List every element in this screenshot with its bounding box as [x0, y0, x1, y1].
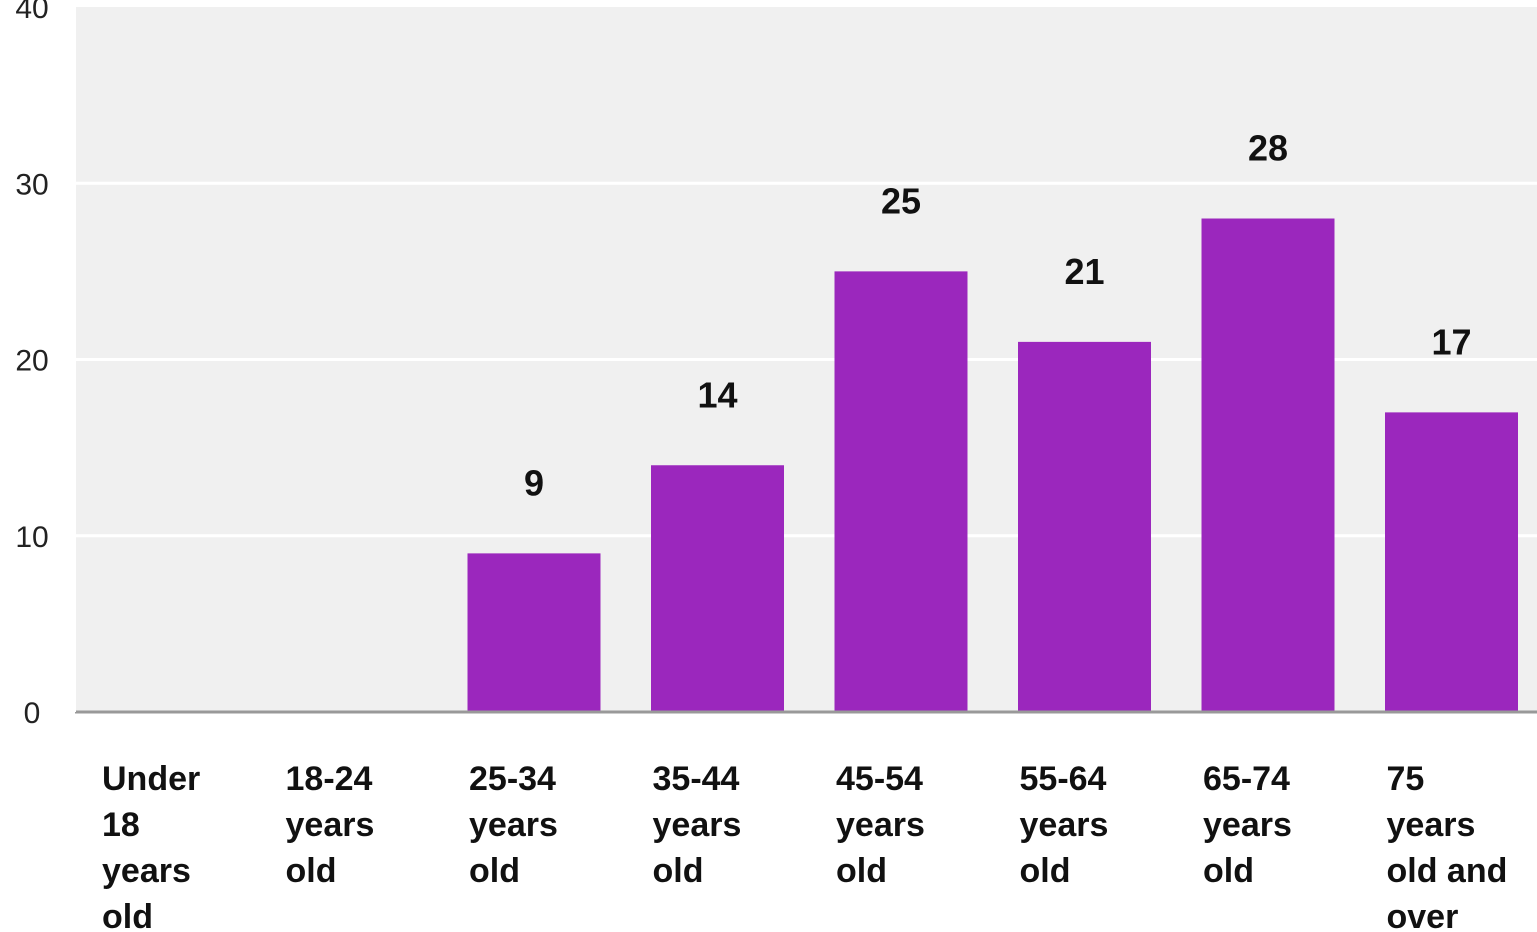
y-tick-label: 10: [15, 521, 48, 554]
category-label: 55-64 years old: [1020, 760, 1109, 890]
category-label-line: 18-24: [286, 760, 373, 798]
category-label-line: old: [836, 852, 887, 890]
category-label-line: old: [1203, 852, 1254, 890]
bar: [651, 465, 784, 712]
category-label: 35-44 years old: [653, 760, 742, 890]
bar: [1018, 341, 1151, 712]
y-tick-label: 40: [15, 0, 48, 25]
data-label: 21: [1064, 251, 1104, 292]
category-label: 65-74 years old: [1203, 760, 1292, 890]
category-label-line: years: [836, 806, 925, 844]
data-labels: 9 14 25 21 28 17: [524, 128, 1472, 504]
category-label: 45-54 years old: [836, 760, 925, 890]
category-label-line: old and: [1387, 852, 1508, 890]
category-label: 18-24 years old: [286, 760, 375, 890]
category-label-line: years: [286, 806, 375, 844]
category-label-line: years: [1387, 806, 1476, 844]
category-label-line: years: [1203, 806, 1292, 844]
y-tick-label: 0: [24, 697, 41, 730]
category-label-line: 75: [1387, 760, 1425, 798]
bar: [1385, 412, 1518, 712]
y-tick-label: 20: [15, 345, 48, 378]
category-label-line: years: [653, 806, 742, 844]
category-label-line: old: [1020, 852, 1071, 890]
data-label: 17: [1431, 321, 1471, 362]
category-label-line: years: [102, 852, 191, 890]
bar: [1201, 218, 1335, 712]
category-label-line: years: [1020, 806, 1109, 844]
category-label-line: over: [1387, 898, 1459, 932]
category-label-line: 18: [102, 806, 140, 844]
bars: [467, 218, 1518, 712]
category-label-line: old: [653, 852, 704, 890]
category-label-line: 65-74: [1203, 760, 1290, 798]
category-label-line: years: [469, 806, 558, 844]
category-label-line: 55-64: [1020, 760, 1107, 798]
data-label: 25: [881, 180, 921, 221]
category-label-line: 45-54: [836, 760, 923, 798]
data-label: 9: [524, 462, 544, 503]
category-label-line: old: [469, 852, 520, 890]
category-label: 25-34 years old: [469, 760, 558, 890]
y-tick-label: 30: [15, 168, 48, 201]
category-label: Under 18 years old: [102, 760, 200, 932]
category-label-line: old: [286, 852, 337, 890]
category-label-line: Under: [102, 760, 200, 798]
bar: [467, 553, 601, 712]
bar: [834, 271, 968, 712]
category-label: 75 years old and over: [1387, 760, 1508, 932]
y-tick-labels: 0 10 20 30 40: [15, 0, 48, 730]
category-label-line: old: [102, 898, 153, 932]
category-label-line: 25-34: [469, 760, 556, 798]
data-label: 14: [697, 374, 737, 415]
category-labels: Under 18 years old 18-24 years old 25-34 years ol…: [102, 760, 1507, 932]
data-label: 28: [1248, 128, 1288, 169]
category-label-line: 35-44: [653, 760, 740, 798]
